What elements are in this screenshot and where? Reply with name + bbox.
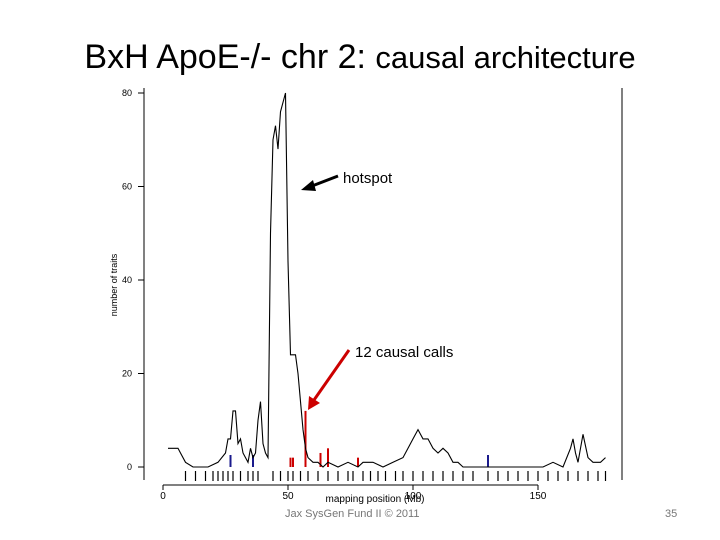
hotspot-arrow: [311, 174, 339, 188]
trait-count-line: [168, 92, 606, 468]
x-tick-label: 50: [282, 491, 294, 502]
causal-calls-arrow-head: [308, 396, 320, 410]
hotspot-label: hotspot: [343, 170, 393, 187]
slide-title-main: BxH ApoE-/- chr 2:: [84, 38, 366, 76]
y-tick-label: 80: [122, 88, 132, 98]
hotspot-arrow-head: [301, 180, 316, 191]
x-axis-label: mapping position (Mb): [326, 494, 425, 505]
y-axis: 0 20 40 60 80: [122, 88, 144, 472]
x-tick-label: 100: [405, 491, 422, 502]
y-tick-label: 60: [122, 182, 132, 192]
y-tick-label: 40: [122, 275, 132, 285]
x-tick-label: 0: [160, 491, 166, 502]
genotype-markers: [184, 471, 607, 481]
x-axis: 0 50 100 150: [160, 484, 547, 502]
slide-footer: Jax SysGen Fund II © 2011: [285, 508, 420, 520]
causal-calls: [229, 410, 489, 467]
causal-calls-arrow: [312, 349, 351, 401]
y-tick-label: 0: [127, 462, 132, 472]
x-tick-label: 150: [530, 491, 547, 502]
page-number: 35: [665, 508, 678, 520]
slide-title: BxH ApoE-/- chr 2: causal architecture: [0, 38, 720, 77]
y-axis-label: number of traits: [109, 253, 119, 316]
causal-calls-label: 12 causal calls: [355, 344, 453, 361]
slide-title-sub: causal architecture: [375, 40, 636, 75]
y-tick-label: 20: [122, 369, 132, 379]
